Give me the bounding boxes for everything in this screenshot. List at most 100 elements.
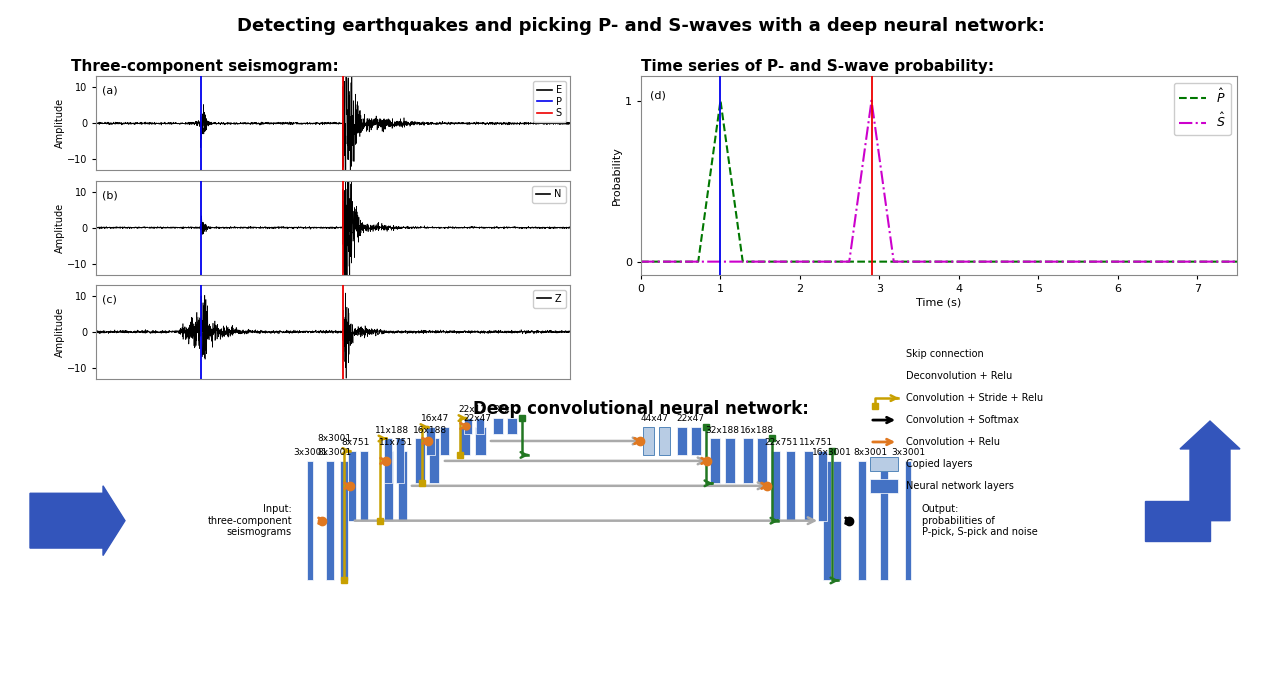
Text: 16x188: 16x188: [740, 425, 774, 434]
Text: 11x188: 11x188: [374, 425, 409, 434]
Text: Time series of P- and S-wave probability:: Time series of P- and S-wave probability…: [641, 59, 994, 74]
Text: (a): (a): [101, 85, 118, 96]
Bar: [459, 427, 469, 455]
Bar: [476, 418, 485, 434]
Legend: $\hat{P}$, $\hat{S}$: $\hat{P}$, $\hat{S}$: [1174, 83, 1231, 135]
Bar: [347, 451, 356, 521]
Text: 22x47: 22x47: [676, 414, 704, 423]
$\hat{S}$: [1229, 257, 1245, 265]
Line: $\hat{P}$: $\hat{P}$: [641, 101, 1237, 261]
Text: (b): (b): [101, 190, 118, 200]
Bar: [870, 457, 897, 471]
Text: 44x47: 44x47: [641, 414, 669, 423]
FancyArrow shape: [29, 486, 126, 555]
Bar: [494, 418, 503, 434]
Text: 11x751: 11x751: [799, 438, 833, 447]
$\hat{P}$: [1229, 257, 1245, 265]
Legend: Z: Z: [533, 290, 565, 308]
Bar: [429, 439, 438, 483]
Line: $\hat{S}$: $\hat{S}$: [641, 101, 1237, 261]
Y-axis label: Probability: Probability: [613, 146, 622, 205]
Bar: [474, 427, 486, 455]
Legend: E, P, S: E, P, S: [533, 81, 565, 122]
Text: Deconvolution + Relu: Deconvolution + Relu: [906, 371, 1013, 382]
Text: 8x751: 8x751: [342, 438, 370, 447]
Text: Convolution + Relu: Convolution + Relu: [906, 437, 1000, 447]
Text: 8x3001: 8x3001: [317, 434, 351, 443]
Text: 22x751: 22x751: [764, 438, 797, 447]
$\hat{S}$: [1203, 257, 1218, 265]
Legend: N: N: [532, 186, 565, 204]
$\hat{S}$: [864, 97, 879, 105]
Text: Copied layers: Copied layers: [906, 459, 973, 469]
Text: Three-component seismogram:: Three-component seismogram:: [71, 59, 338, 74]
Text: 16x188: 16x188: [413, 425, 447, 434]
$\hat{S}$: [920, 257, 936, 265]
$\hat{P}$: [1203, 257, 1218, 265]
Bar: [397, 451, 406, 521]
$\hat{P}$: [633, 257, 649, 265]
Y-axis label: Amplitude: Amplitude: [55, 202, 65, 253]
Text: (d): (d): [650, 90, 665, 100]
Bar: [464, 418, 472, 434]
Text: 8x3001: 8x3001: [317, 448, 351, 457]
Bar: [426, 427, 435, 455]
Bar: [326, 461, 335, 580]
Text: Input:
three-component
seismograms: Input: three-component seismograms: [208, 504, 292, 537]
Bar: [756, 439, 767, 483]
Bar: [823, 461, 831, 580]
X-axis label: Time (s): Time (s): [917, 297, 962, 308]
Text: 3x3001: 3x3001: [294, 448, 327, 457]
Bar: [659, 427, 669, 455]
Bar: [818, 451, 827, 521]
Bar: [770, 451, 779, 521]
$\hat{P}$: [753, 257, 768, 265]
Y-axis label: Amplitude: Amplitude: [55, 98, 65, 149]
$\hat{P}$: [831, 257, 846, 265]
Text: 16x3001: 16x3001: [812, 448, 853, 457]
FancyArrow shape: [1145, 500, 1210, 541]
Text: 3x3001: 3x3001: [891, 448, 926, 457]
Bar: [726, 439, 735, 483]
Bar: [691, 427, 701, 455]
$\hat{S}$: [753, 257, 768, 265]
Bar: [415, 439, 426, 483]
Text: Output:
probabilities of
P-pick, S-pick and noise: Output: probabilities of P-pick, S-pick …: [922, 504, 1037, 537]
Bar: [506, 418, 517, 434]
Y-axis label: Amplitude: Amplitude: [55, 306, 65, 357]
Bar: [804, 451, 813, 521]
Bar: [385, 439, 392, 483]
$\hat{S}$: [995, 257, 1010, 265]
Text: 8x3001: 8x3001: [853, 448, 887, 457]
Bar: [905, 461, 912, 580]
Text: Detecting earthquakes and picking P- and S-waves with a deep neural network:: Detecting earthquakes and picking P- and…: [237, 17, 1045, 35]
$\hat{P}$: [870, 257, 886, 265]
Text: Convolution + Softmax: Convolution + Softmax: [906, 415, 1019, 425]
Bar: [396, 439, 404, 483]
Bar: [786, 451, 795, 521]
Text: 22x47: 22x47: [463, 414, 491, 423]
$\hat{P}$: [995, 257, 1010, 265]
Bar: [677, 427, 687, 455]
Text: (c): (c): [101, 294, 117, 304]
Text: 22x12: 22x12: [458, 405, 486, 414]
Bar: [440, 427, 449, 455]
Text: Skip connection: Skip connection: [906, 350, 983, 359]
Bar: [710, 439, 720, 483]
Bar: [306, 461, 313, 580]
$\hat{S}$: [831, 257, 846, 265]
Text: Deep convolutional neural network:: Deep convolutional neural network:: [473, 400, 809, 418]
$\hat{S}$: [633, 257, 649, 265]
Text: 16x47: 16x47: [420, 414, 449, 423]
Bar: [870, 479, 897, 493]
Bar: [833, 461, 841, 580]
Bar: [858, 461, 867, 580]
Bar: [642, 427, 654, 455]
Bar: [383, 451, 392, 521]
Text: 32x188: 32x188: [705, 425, 738, 434]
Bar: [744, 439, 753, 483]
Text: 11x751: 11x751: [379, 438, 413, 447]
Bar: [360, 451, 368, 521]
$\hat{P}$: [713, 97, 728, 105]
$\hat{S}$: [870, 147, 886, 155]
